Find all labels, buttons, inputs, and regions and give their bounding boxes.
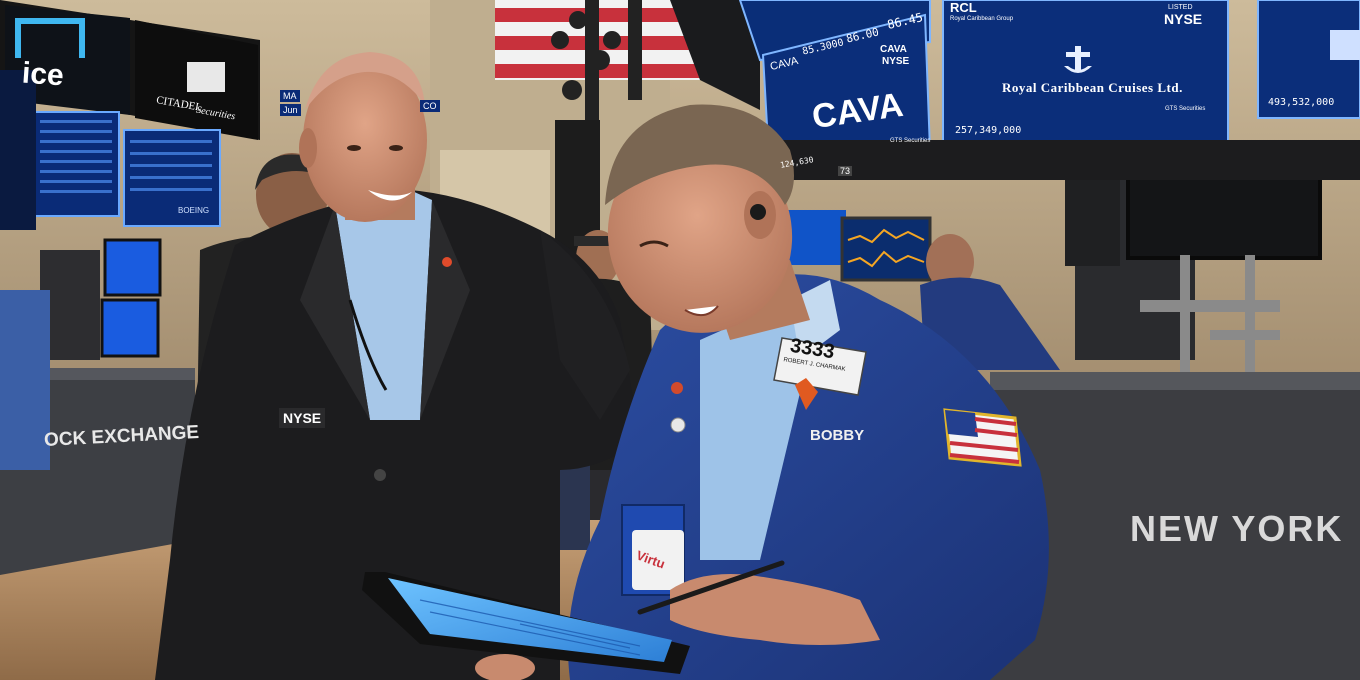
left-booth — [0, 0, 260, 575]
booth-number: 73 — [838, 166, 853, 176]
boeing-label: BOEING — [178, 206, 210, 215]
rcl-listed-line2: NYSE — [1164, 11, 1203, 27]
tablet — [362, 572, 690, 680]
rcl-subtitle: Royal Caribbean Group — [950, 16, 1014, 22]
rcl-listed-line1: LISTED — [1168, 4, 1193, 11]
rcl-broker: GTS Securities — [1165, 106, 1206, 112]
new-york-banner: NEW YORK — [1130, 508, 1344, 549]
cava-listed-line1: CAVA — [880, 44, 907, 55]
left-man-nyse-badge: NYSE — [279, 408, 326, 428]
overhead-screens — [670, 0, 1360, 180]
cava-listed-line2: NYSE — [882, 56, 910, 67]
booth-sign-co: CO — [420, 100, 440, 112]
rcl-ticker: RCL — [950, 0, 977, 15]
ice-logo-text: ice — [20, 56, 65, 93]
right-screen-volume: 493,532,000 — [1268, 97, 1335, 108]
booth-sign-ma: MA — [280, 90, 300, 102]
man-black-jacket — [155, 52, 640, 680]
flag-patch — [943, 408, 1022, 467]
rcl-volume: 257,349,000 — [955, 125, 1022, 136]
man-blue-jacket — [568, 104, 1049, 680]
booth-sign-jun: Jun — [280, 104, 301, 116]
trader-badge — [773, 337, 867, 396]
bobby-name-tag: BOBBY — [810, 427, 865, 444]
stylus — [637, 560, 785, 615]
right-booth-counter — [990, 372, 1360, 680]
lighting-rig — [551, 0, 642, 120]
rcl-screen — [942, 0, 1229, 146]
rcl-company: Royal Caribbean Cruises Ltd. — [1002, 80, 1183, 95]
cava-broker: GTS Securities — [890, 138, 931, 144]
hanging-flag — [495, 0, 705, 80]
